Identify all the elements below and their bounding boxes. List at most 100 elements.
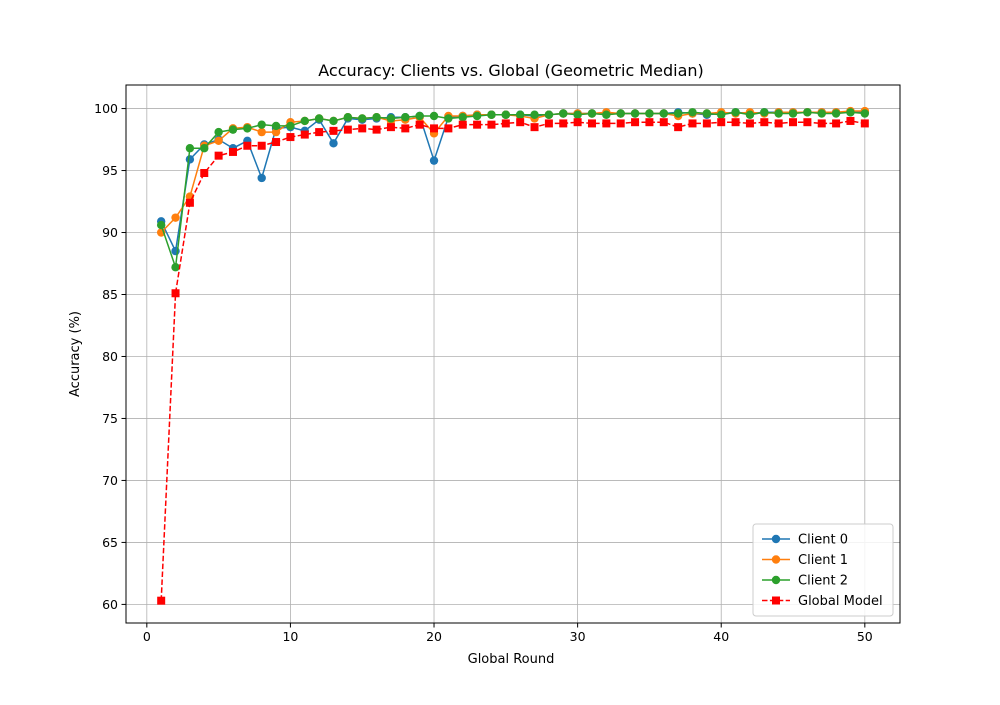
data-point <box>645 109 654 118</box>
y-tick-label: 70 <box>102 473 118 488</box>
data-point <box>530 123 539 132</box>
y-axis-label: Accuracy (%) <box>68 311 83 397</box>
data-point <box>774 119 783 128</box>
x-tick-label: 0 <box>143 629 151 644</box>
data-point <box>386 123 395 132</box>
data-point <box>602 119 611 128</box>
data-point <box>674 123 683 132</box>
data-point <box>803 108 812 117</box>
data-point <box>243 141 252 150</box>
data-point <box>659 118 668 127</box>
data-point <box>544 119 553 128</box>
series-global-model <box>157 116 869 605</box>
y-tick-label: 75 <box>102 411 118 426</box>
data-point <box>372 125 381 134</box>
y-tick-label: 60 <box>102 597 118 612</box>
data-point <box>329 139 338 148</box>
y-tick-label: 80 <box>102 349 118 364</box>
data-point <box>329 126 338 135</box>
data-point <box>645 118 654 127</box>
data-point <box>243 124 252 133</box>
legend-label: Global Model <box>798 594 883 609</box>
data-point <box>515 110 525 119</box>
data-point <box>386 114 396 123</box>
data-point <box>271 121 281 131</box>
data-point <box>415 120 424 129</box>
data-point <box>171 263 180 272</box>
data-point <box>774 109 783 118</box>
data-point <box>343 113 353 122</box>
data-point <box>214 127 223 137</box>
data-point <box>817 109 826 118</box>
data-point <box>745 119 754 128</box>
data-point <box>300 130 309 139</box>
legend-box <box>752 523 894 617</box>
data-point <box>329 116 338 126</box>
data-point <box>444 124 453 133</box>
data-point <box>473 120 482 129</box>
data-point <box>343 125 352 134</box>
data-point <box>860 119 869 128</box>
data-point <box>559 119 568 128</box>
data-point <box>501 110 511 119</box>
data-point <box>731 118 740 127</box>
data-point <box>257 127 266 137</box>
data-point <box>487 120 496 129</box>
legend-marker <box>771 575 781 585</box>
data-point <box>185 155 195 164</box>
data-point <box>472 111 482 121</box>
legend-item: Client 2 <box>762 574 848 589</box>
data-point <box>272 138 281 147</box>
data-point <box>257 120 266 129</box>
data-point <box>631 118 640 127</box>
data-point <box>257 141 266 150</box>
legend-item: Global Model <box>762 594 883 609</box>
data-point <box>616 109 625 118</box>
plot-frame <box>125 84 901 624</box>
data-point <box>156 220 166 230</box>
x-tick-label: 50 <box>857 629 873 644</box>
x-tick-label: 40 <box>713 629 729 644</box>
data-point <box>171 289 180 298</box>
data-point <box>731 108 740 117</box>
data-point <box>401 113 410 122</box>
chart-title: Accuracy: Clients vs. Global (Geometric … <box>318 61 704 80</box>
data-point <box>487 110 496 119</box>
data-point <box>817 119 826 128</box>
data-point <box>673 109 683 118</box>
data-point <box>444 114 453 123</box>
data-point <box>587 119 596 128</box>
data-point <box>616 119 625 128</box>
x-tick-label: 10 <box>282 629 298 644</box>
x-tick-label: 20 <box>426 629 442 644</box>
legend-label: Client 1 <box>798 553 848 568</box>
data-point <box>803 118 812 127</box>
data-point <box>846 108 855 117</box>
data-point <box>429 156 439 165</box>
data-point <box>300 116 309 126</box>
data-point <box>315 128 324 137</box>
data-point <box>745 110 755 119</box>
grid <box>126 85 900 623</box>
data-point <box>157 596 166 605</box>
data-point <box>185 198 194 207</box>
legend-marker <box>771 534 781 544</box>
data-point <box>171 213 180 222</box>
data-point <box>401 124 410 133</box>
data-point <box>271 127 281 137</box>
data-point <box>846 116 855 125</box>
data-point <box>587 109 597 118</box>
data-point <box>430 124 439 133</box>
data-point <box>415 111 424 121</box>
data-point <box>659 109 668 118</box>
data-point <box>429 111 439 121</box>
legend-label: Client 2 <box>798 574 848 589</box>
plot-series <box>156 106 870 605</box>
data-point <box>516 118 525 127</box>
data-point <box>831 109 841 118</box>
data-point <box>214 151 223 160</box>
legend-marker <box>772 596 780 605</box>
data-point <box>573 118 582 127</box>
